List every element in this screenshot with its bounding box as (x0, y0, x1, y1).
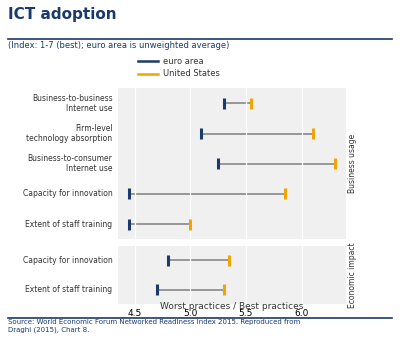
Text: Business usage: Business usage (348, 134, 357, 193)
Text: Worst practices / Best practices: Worst practices / Best practices (160, 302, 304, 311)
Text: ICT adoption: ICT adoption (8, 7, 117, 22)
Text: euro area: euro area (163, 57, 204, 66)
Text: Source: World Economic Forum Networked Readiness Index 2015. Reproduced from
Dra: Source: World Economic Forum Networked R… (8, 319, 300, 333)
Text: United States: United States (163, 69, 220, 78)
Text: Economic impact: Economic impact (348, 242, 357, 308)
Text: (Index: 1-7 (best); euro area is unweighted average): (Index: 1-7 (best); euro area is unweigh… (8, 41, 229, 50)
